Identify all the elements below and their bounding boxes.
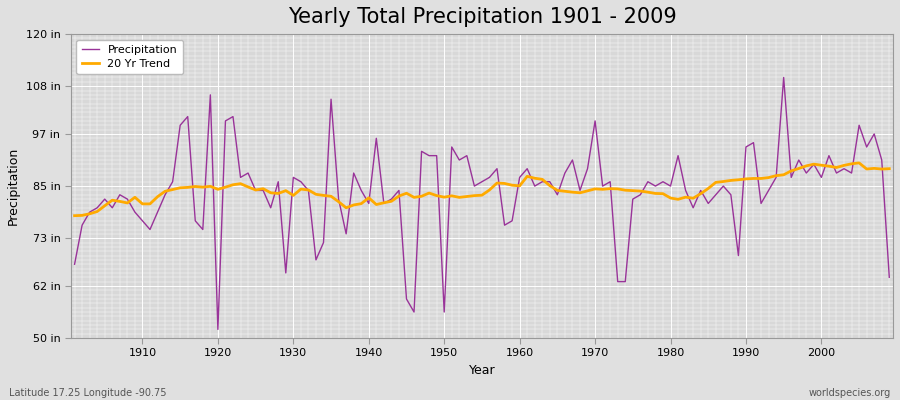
20 Yr Trend — [295, 187, 306, 192]
Precipitation — [514, 175, 525, 180]
20 Yr Trend — [884, 166, 895, 171]
Precipitation — [884, 275, 895, 280]
20 Yr Trend — [507, 183, 517, 188]
Title: Yearly Total Precipitation 1901 - 2009: Yearly Total Precipitation 1901 - 2009 — [287, 7, 676, 27]
20 Yr Trend — [854, 160, 865, 165]
20 Yr Trend — [341, 205, 352, 210]
20 Yr Trend — [605, 186, 616, 191]
Legend: Precipitation, 20 Yr Trend: Precipitation, 20 Yr Trend — [76, 40, 183, 74]
Line: 20 Yr Trend: 20 Yr Trend — [75, 163, 889, 216]
Precipitation — [348, 171, 359, 176]
Precipitation — [212, 327, 223, 332]
Line: Precipitation: Precipitation — [75, 78, 889, 329]
Precipitation — [522, 166, 533, 171]
Precipitation — [69, 262, 80, 267]
Text: Latitude 17.25 Longitude -90.75: Latitude 17.25 Longitude -90.75 — [9, 388, 166, 398]
Precipitation — [130, 210, 140, 214]
Y-axis label: Precipitation: Precipitation — [7, 147, 20, 225]
20 Yr Trend — [514, 184, 525, 188]
X-axis label: Year: Year — [469, 364, 495, 377]
Text: worldspecies.org: worldspecies.org — [809, 388, 891, 398]
Precipitation — [303, 188, 314, 193]
Precipitation — [612, 279, 623, 284]
20 Yr Trend — [69, 213, 80, 218]
Precipitation — [778, 75, 789, 80]
20 Yr Trend — [130, 195, 140, 200]
